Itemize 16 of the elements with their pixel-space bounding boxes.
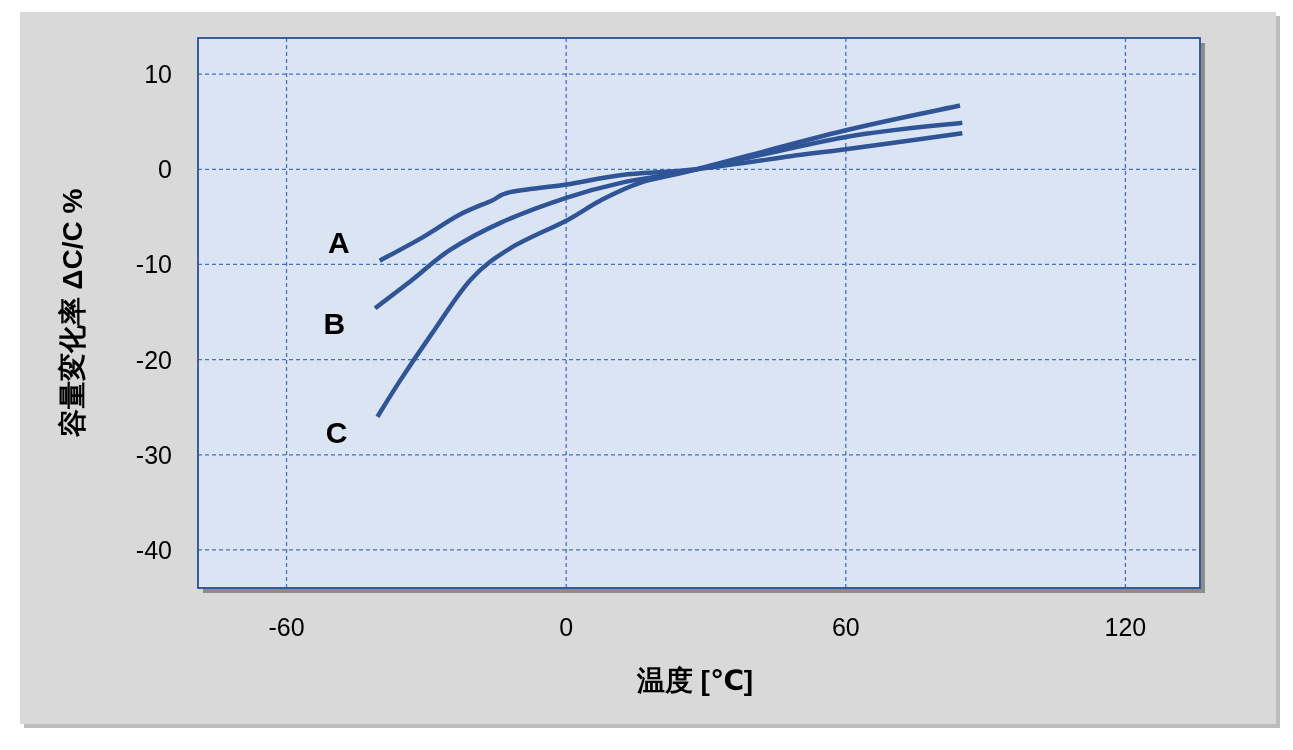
y-tick-label: -40 (135, 535, 172, 564)
series-label: C (325, 415, 348, 449)
x-axis-title: 温度 [℃] (635, 665, 754, 696)
line-series (375, 103, 963, 419)
y-tick-label: -30 (135, 440, 172, 469)
y-tick-label: -10 (135, 250, 172, 279)
x-tick-label: 120 (1104, 613, 1147, 641)
y-tick-label: 10 (144, 60, 172, 89)
series-label: A (328, 225, 350, 259)
x-tick-label: 60 (831, 613, 860, 641)
y-axis-title: 容量変化率 ΔC/C % (57, 188, 88, 439)
series-label: B (323, 307, 346, 341)
x-tick-label: 0 (559, 613, 574, 641)
x-tick-label: -60 (268, 613, 305, 641)
y-tick-label: -20 (135, 345, 172, 374)
y-tick-label: 0 (158, 155, 172, 184)
